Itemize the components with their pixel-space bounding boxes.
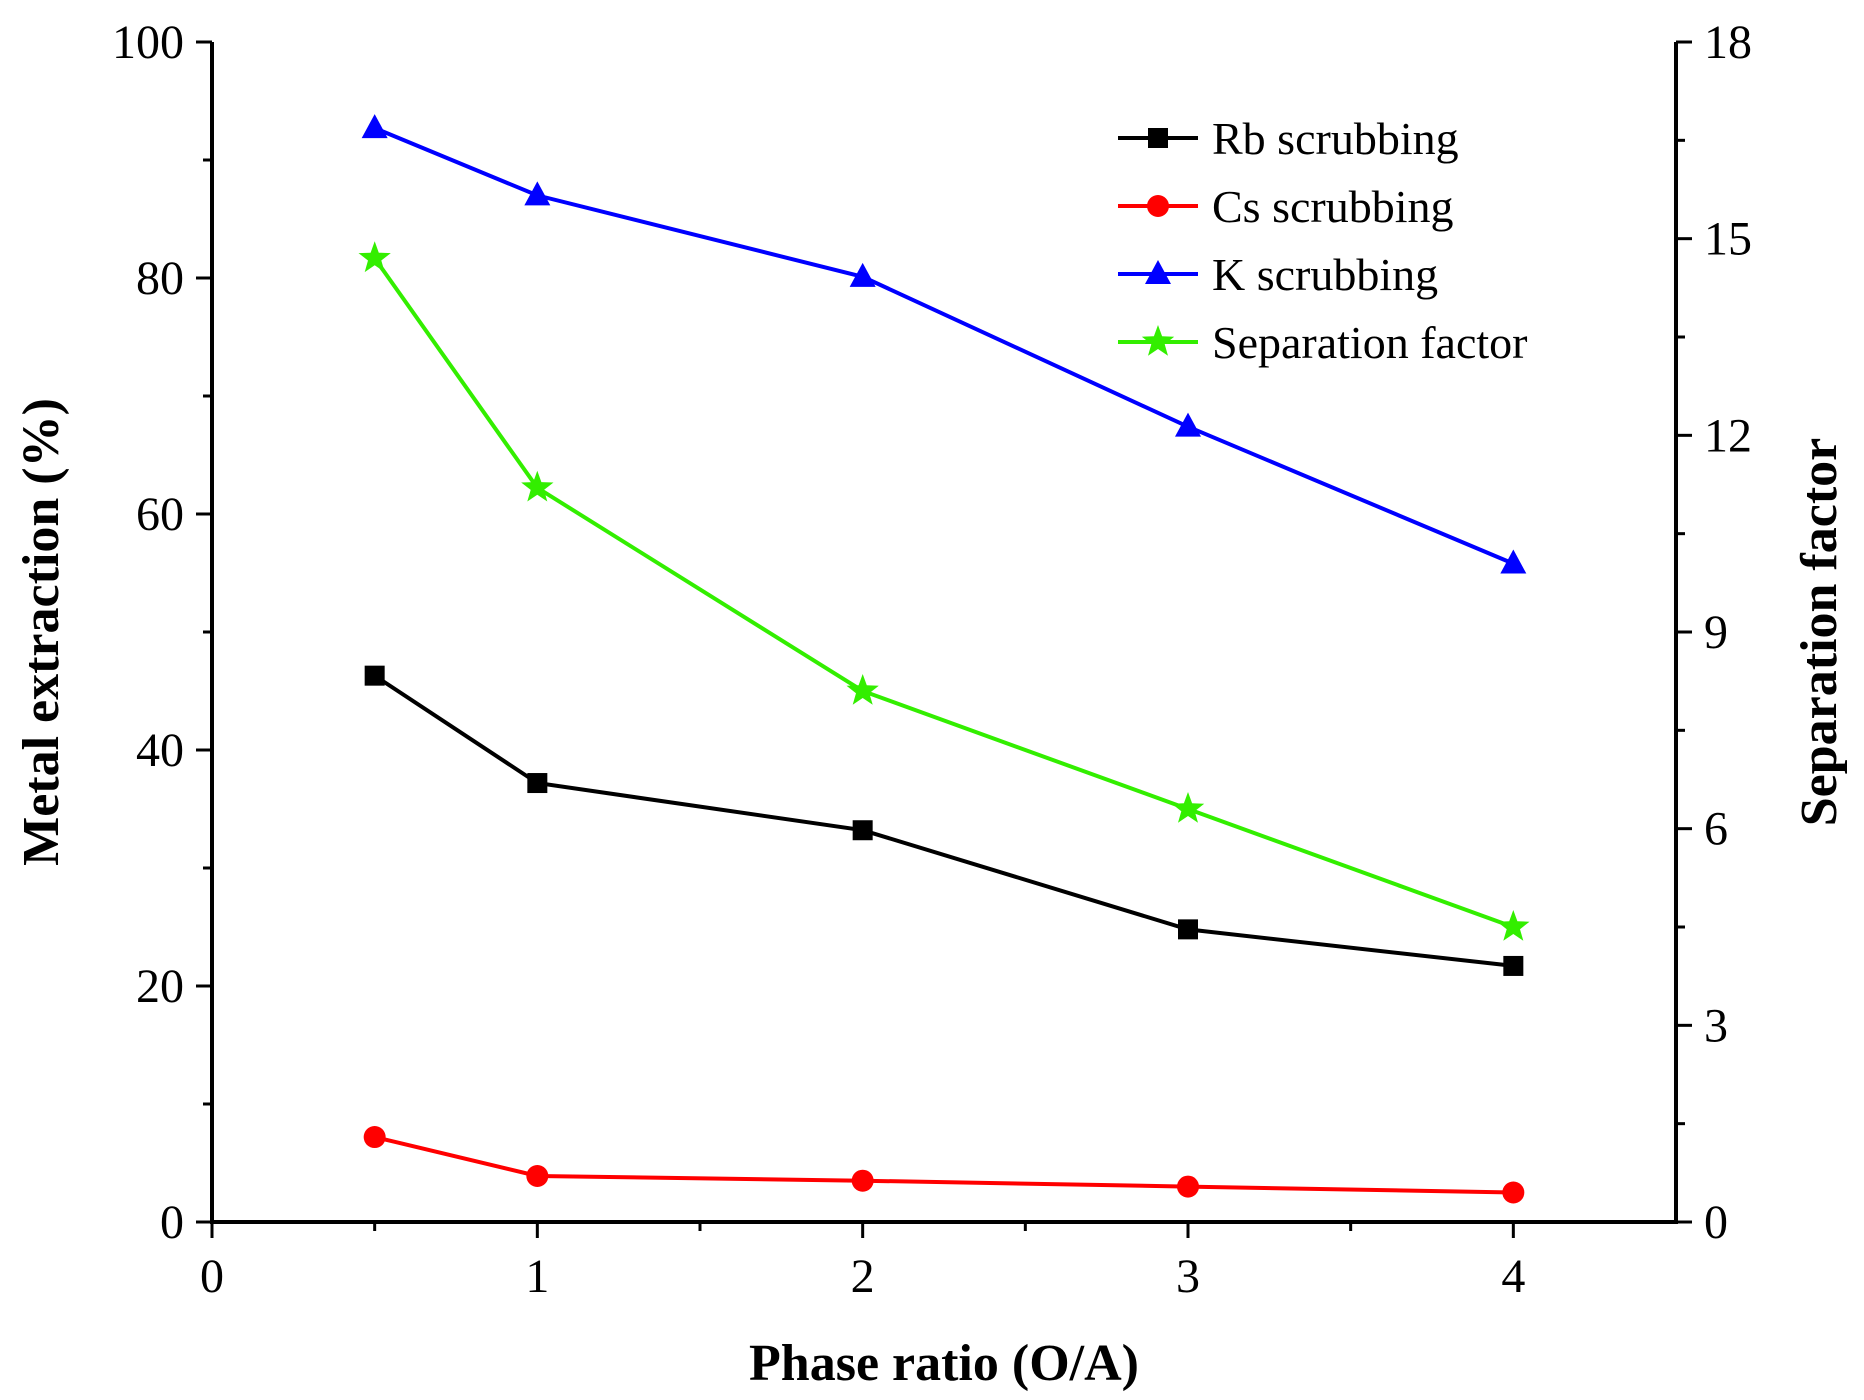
x-tick-label-2: 2 xyxy=(851,1250,875,1303)
cs-scrubbing-line xyxy=(374,1135,1514,1195)
rb-scrubbing-point-3 xyxy=(852,820,873,841)
legend-label-cs-scrubbing: Cs scrubbing xyxy=(1212,181,1454,232)
x-tick-label-1: 1 xyxy=(525,1250,549,1303)
cs-scrubbing-point-5 xyxy=(1502,1181,1525,1204)
k-scrubbing-point-1 xyxy=(361,114,388,139)
y-axis-title: Metal extraction (%) xyxy=(13,398,70,866)
legend: Rb scrubbing Cs scrubbing K scrubbing Separ… xyxy=(1118,113,1527,368)
y2-tick-label-15: 15 xyxy=(1704,213,1752,266)
legend-marker-rb-scrubbing xyxy=(1148,128,1168,148)
k-scrubbing-point-4 xyxy=(1175,412,1201,437)
rb-scrubbing-point-4 xyxy=(1178,919,1198,940)
y-tick-label-60: 60 xyxy=(136,488,184,541)
legend-item-separation-factor: Separation factor xyxy=(1118,317,1527,368)
cs-scrubbing-point-2 xyxy=(526,1164,549,1187)
cs-scrubbing-point-3 xyxy=(851,1169,874,1192)
x-tick-label-0: 0 xyxy=(200,1250,224,1303)
separation-factor-point-3 xyxy=(846,674,879,705)
separation-factor-point-1 xyxy=(358,241,391,273)
x-tick-label-3: 3 xyxy=(1176,1250,1200,1303)
y2-tick-label-6: 6 xyxy=(1704,803,1728,856)
y-tick-label-80: 80 xyxy=(136,252,184,305)
y-tick-label-0: 0 xyxy=(160,1196,184,1249)
separation-factor-point-5 xyxy=(1497,910,1530,941)
rb-scrubbing-point-2 xyxy=(527,773,548,794)
legend-label-separation-factor: Separation factor xyxy=(1212,317,1527,368)
k-scrubbing-point-2 xyxy=(524,181,551,206)
y-tick-label-100: 100 xyxy=(112,16,184,69)
y-tick-label-20: 20 xyxy=(136,960,184,1013)
separation-factor-point-2 xyxy=(521,470,554,502)
legend-item-k-scrubbing: K scrubbing xyxy=(1118,249,1438,300)
legend-item-cs-scrubbing: Cs scrubbing xyxy=(1118,181,1454,232)
cs-scrubbing-point-1 xyxy=(363,1126,386,1149)
legend-marker-separation-factor xyxy=(1141,325,1175,356)
y2-axis-title: Separation factor xyxy=(1791,438,1848,826)
legend-item-rb-scrubbing: Rb scrubbing xyxy=(1118,113,1459,164)
k-scrubbing-point-5 xyxy=(1500,549,1527,574)
separation-factor-point-4 xyxy=(1171,792,1205,823)
y-tick-label-40: 40 xyxy=(136,724,184,777)
legend-marker-cs-scrubbing xyxy=(1147,195,1169,217)
y2-tick-label-18: 18 xyxy=(1704,16,1752,69)
legend-marker-k-scrubbing xyxy=(1145,260,1171,284)
k-scrubbing-point-3 xyxy=(849,262,876,287)
x-tick-label-4: 4 xyxy=(1501,1250,1525,1303)
legend-label-rb-scrubbing: Rb scrubbing xyxy=(1212,113,1459,164)
rb-scrubbing-point-5 xyxy=(1503,955,1524,976)
legend-label-k-scrubbing: K scrubbing xyxy=(1212,249,1438,300)
x-axis-title: Phase ratio (O/A) xyxy=(749,1335,1139,1392)
y2-tick-label-0: 0 xyxy=(1704,1196,1728,1249)
y2-tick-label-12: 12 xyxy=(1704,409,1752,462)
rb-scrubbing-point-1 xyxy=(364,665,385,686)
series-layer xyxy=(358,114,1530,1204)
cs-scrubbing-point-4 xyxy=(1177,1175,1199,1198)
y2-tick-label-3: 3 xyxy=(1704,999,1728,1052)
y2-tick-label-9: 9 xyxy=(1704,606,1728,659)
